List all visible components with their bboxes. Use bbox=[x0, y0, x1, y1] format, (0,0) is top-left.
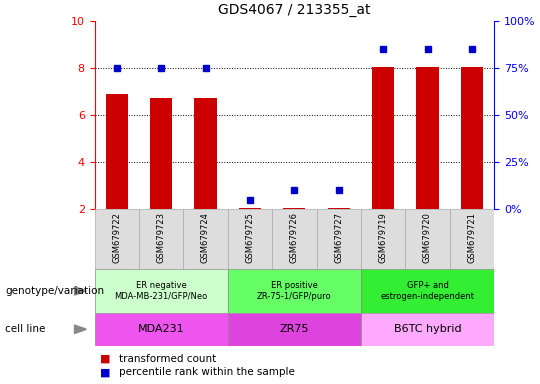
Bar bbox=[94, 209, 139, 269]
Bar bbox=[461, 67, 483, 209]
Text: ZR75: ZR75 bbox=[280, 324, 309, 334]
Bar bbox=[228, 313, 361, 346]
Bar bbox=[361, 313, 494, 346]
Bar bbox=[94, 269, 228, 313]
Text: MDA231: MDA231 bbox=[138, 324, 185, 334]
Text: GSM679724: GSM679724 bbox=[201, 212, 210, 263]
Text: ■: ■ bbox=[100, 354, 110, 364]
Bar bbox=[361, 269, 494, 313]
Text: percentile rank within the sample: percentile rank within the sample bbox=[119, 367, 295, 377]
Bar bbox=[272, 209, 316, 269]
Bar bbox=[328, 208, 350, 209]
Text: GSM679726: GSM679726 bbox=[290, 212, 299, 263]
Text: GSM679719: GSM679719 bbox=[379, 212, 388, 263]
Text: GFP+ and
estrogen-independent: GFP+ and estrogen-independent bbox=[381, 281, 475, 301]
Text: B6TC hybrid: B6TC hybrid bbox=[394, 324, 461, 334]
Title: GDS4067 / 213355_at: GDS4067 / 213355_at bbox=[218, 3, 370, 17]
Text: transformed count: transformed count bbox=[119, 354, 216, 364]
Bar bbox=[228, 209, 272, 269]
Bar bbox=[372, 67, 394, 209]
Polygon shape bbox=[75, 325, 86, 333]
Text: GSM679725: GSM679725 bbox=[245, 212, 254, 263]
Bar bbox=[194, 98, 217, 209]
Bar bbox=[416, 67, 438, 209]
Bar bbox=[139, 209, 183, 269]
Bar bbox=[228, 269, 361, 313]
Bar bbox=[316, 209, 361, 269]
Bar bbox=[239, 208, 261, 209]
Text: GSM679721: GSM679721 bbox=[468, 212, 476, 263]
Bar bbox=[106, 94, 128, 209]
Text: GSM679722: GSM679722 bbox=[112, 212, 121, 263]
Text: genotype/variation: genotype/variation bbox=[5, 286, 105, 296]
Text: GSM679723: GSM679723 bbox=[157, 212, 166, 263]
Bar bbox=[450, 209, 494, 269]
Text: GSM679720: GSM679720 bbox=[423, 212, 432, 263]
Bar bbox=[94, 313, 228, 346]
Polygon shape bbox=[75, 286, 86, 295]
Bar bbox=[283, 208, 306, 209]
Text: ■: ■ bbox=[100, 367, 110, 377]
Bar bbox=[183, 209, 228, 269]
Bar bbox=[150, 98, 172, 209]
Bar bbox=[406, 209, 450, 269]
Text: ER positive
ZR-75-1/GFP/puro: ER positive ZR-75-1/GFP/puro bbox=[257, 281, 332, 301]
Text: cell line: cell line bbox=[5, 324, 46, 334]
Bar bbox=[361, 209, 406, 269]
Text: GSM679727: GSM679727 bbox=[334, 212, 343, 263]
Text: ER negative
MDA-MB-231/GFP/Neo: ER negative MDA-MB-231/GFP/Neo bbox=[114, 281, 208, 301]
